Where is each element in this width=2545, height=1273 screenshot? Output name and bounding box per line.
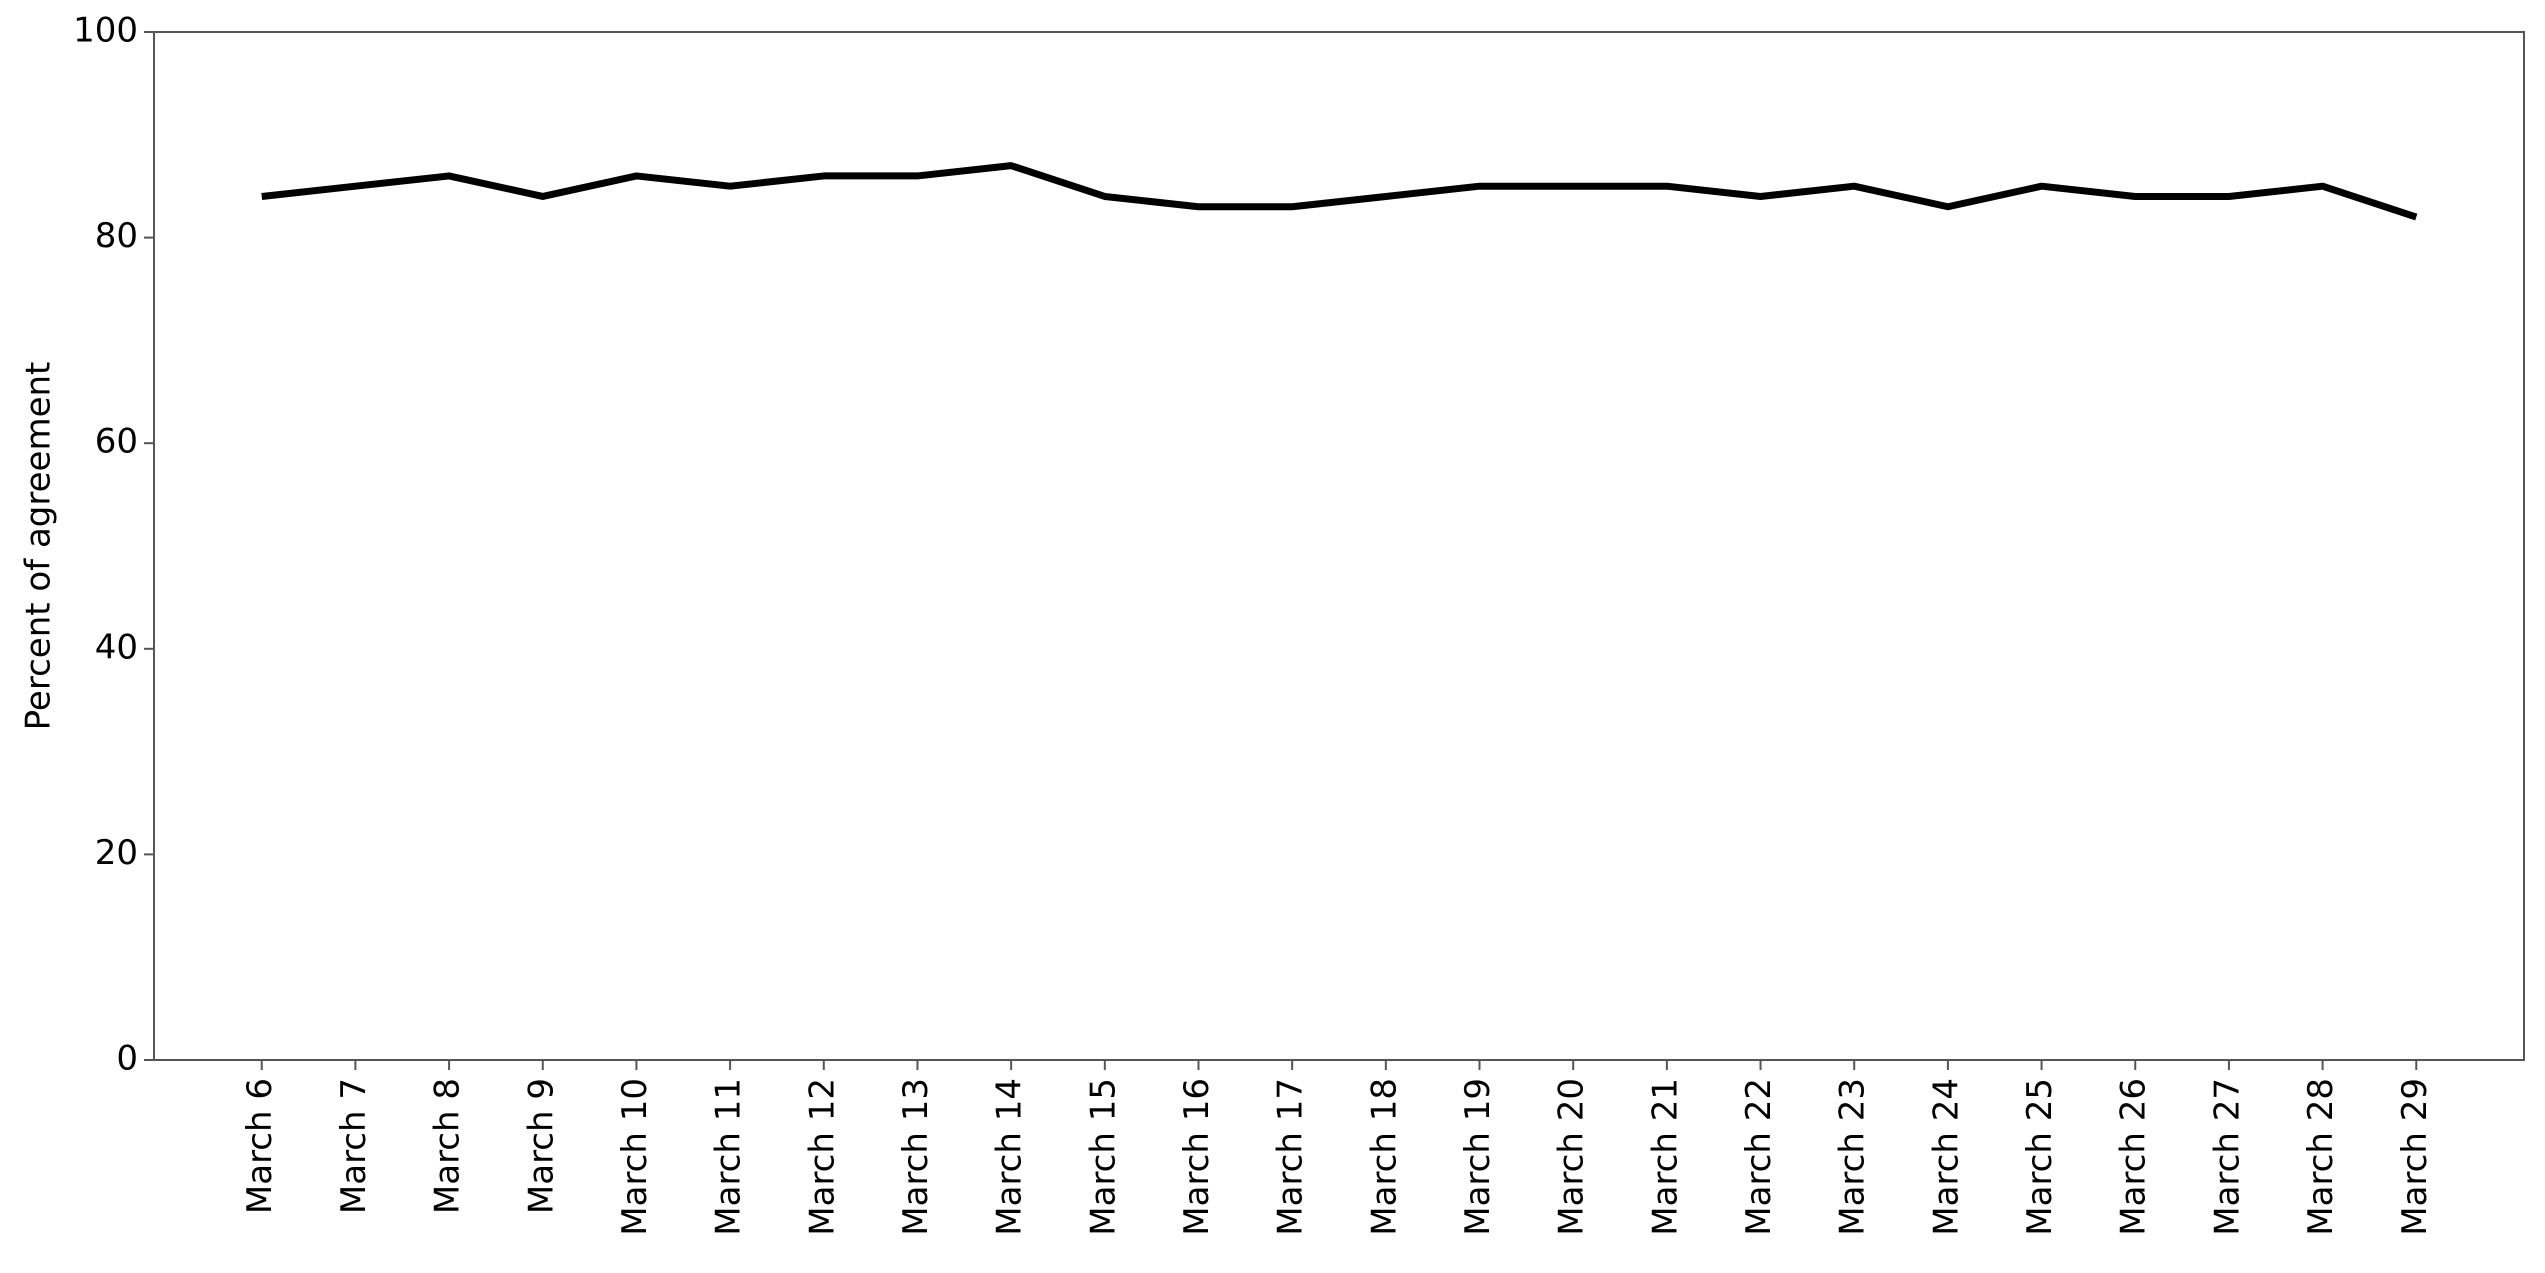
plot-frame xyxy=(153,31,2525,1061)
x-tick-label: March 27 xyxy=(2207,1078,2247,1236)
y-tick-label: 20 xyxy=(95,833,138,873)
x-tick-label: March 12 xyxy=(802,1078,842,1236)
x-tick-label: March 25 xyxy=(2020,1078,2060,1236)
line-series xyxy=(261,162,2418,221)
x-tick-label: March 24 xyxy=(1926,1078,1966,1236)
x-tick-label: March 9 xyxy=(521,1078,561,1214)
x-tick-label: March 17 xyxy=(1271,1078,1311,1236)
x-tick-label: March 21 xyxy=(1645,1078,1685,1236)
x-tick-label: March 26 xyxy=(2114,1078,2154,1236)
y-tick-label: 60 xyxy=(95,422,138,462)
x-tick-label: March 23 xyxy=(1833,1078,1873,1236)
x-tick-label: March 10 xyxy=(615,1078,655,1236)
y-tick-label: 40 xyxy=(95,627,138,667)
x-tick-label: March 6 xyxy=(240,1078,280,1214)
x-tick-label: March 18 xyxy=(1364,1078,1404,1236)
y-tick-label: 0 xyxy=(116,1039,138,1079)
x-tick-label: March 15 xyxy=(1083,1078,1123,1236)
x-tick-label: March 8 xyxy=(428,1078,468,1214)
x-tick-label: March 28 xyxy=(2301,1078,2341,1236)
y-tick-label: 80 xyxy=(95,216,138,256)
x-tick-label: March 13 xyxy=(896,1078,936,1236)
x-tick-label: March 14 xyxy=(990,1078,1030,1236)
y-axis-label: Percent of agreement xyxy=(19,362,59,731)
x-tick-label: March 19 xyxy=(1458,1078,1498,1236)
x-tick-label: March 16 xyxy=(1177,1078,1217,1236)
x-tick-label: March 22 xyxy=(1739,1078,1779,1236)
x-tick-label: March 7 xyxy=(334,1078,374,1214)
y-tick-label: 100 xyxy=(73,11,138,51)
x-tick-label: March 29 xyxy=(2395,1078,2435,1236)
x-tick-label: March 20 xyxy=(1552,1078,1592,1236)
x-tick-label: March 11 xyxy=(709,1078,749,1236)
